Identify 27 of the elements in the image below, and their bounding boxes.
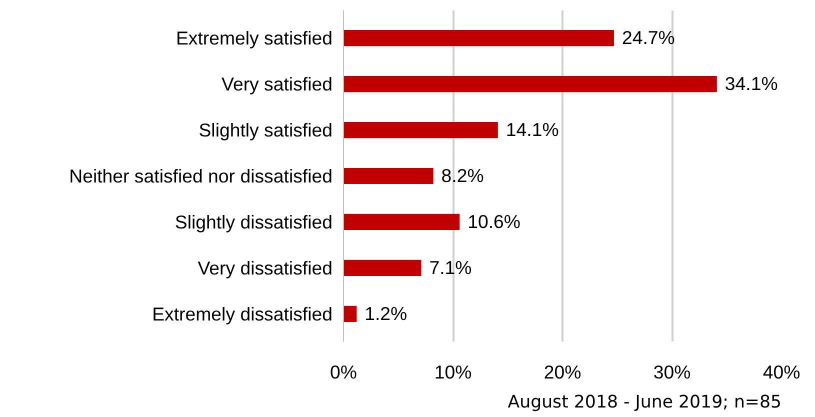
data-label: 24.7%	[622, 27, 675, 48]
y-tick-label: Very satisfied	[222, 74, 333, 95]
y-tick-label: Extremely satisfied	[176, 28, 333, 49]
bar	[344, 260, 422, 276]
data-label: 8.2%	[441, 165, 484, 186]
x-tick-label: 40%	[762, 362, 800, 382]
x-tick-label: 10%	[434, 362, 472, 382]
x-tick-label: 0%	[330, 362, 357, 382]
bar	[344, 168, 434, 184]
text: August 2018 - June 2019; n=85	[508, 392, 782, 412]
bar	[344, 214, 460, 230]
y-tick-label: Extremely dissatisfied	[152, 303, 332, 324]
y-tick-label: Slightly satisfied	[198, 120, 332, 141]
x-tick-label: 20%	[544, 362, 582, 382]
x-tick-label: 30%	[653, 362, 691, 382]
bar	[344, 122, 498, 138]
y-tick-label: Neither satisfied nor dissatisfied	[69, 166, 333, 186]
bar	[344, 76, 717, 92]
data-label: 1.2%	[364, 302, 408, 324]
data-label: 7.1%	[429, 256, 472, 278]
y-tick-label: Slightly dissatisfied	[174, 211, 333, 232]
bar	[344, 30, 614, 46]
data-label: 34.1%	[724, 73, 778, 94]
bar	[344, 306, 357, 322]
data-label: 14.1%	[506, 119, 559, 140]
data-label: 10.6%	[468, 210, 520, 232]
y-tick-label: Very dissatisfied	[198, 257, 333, 278]
